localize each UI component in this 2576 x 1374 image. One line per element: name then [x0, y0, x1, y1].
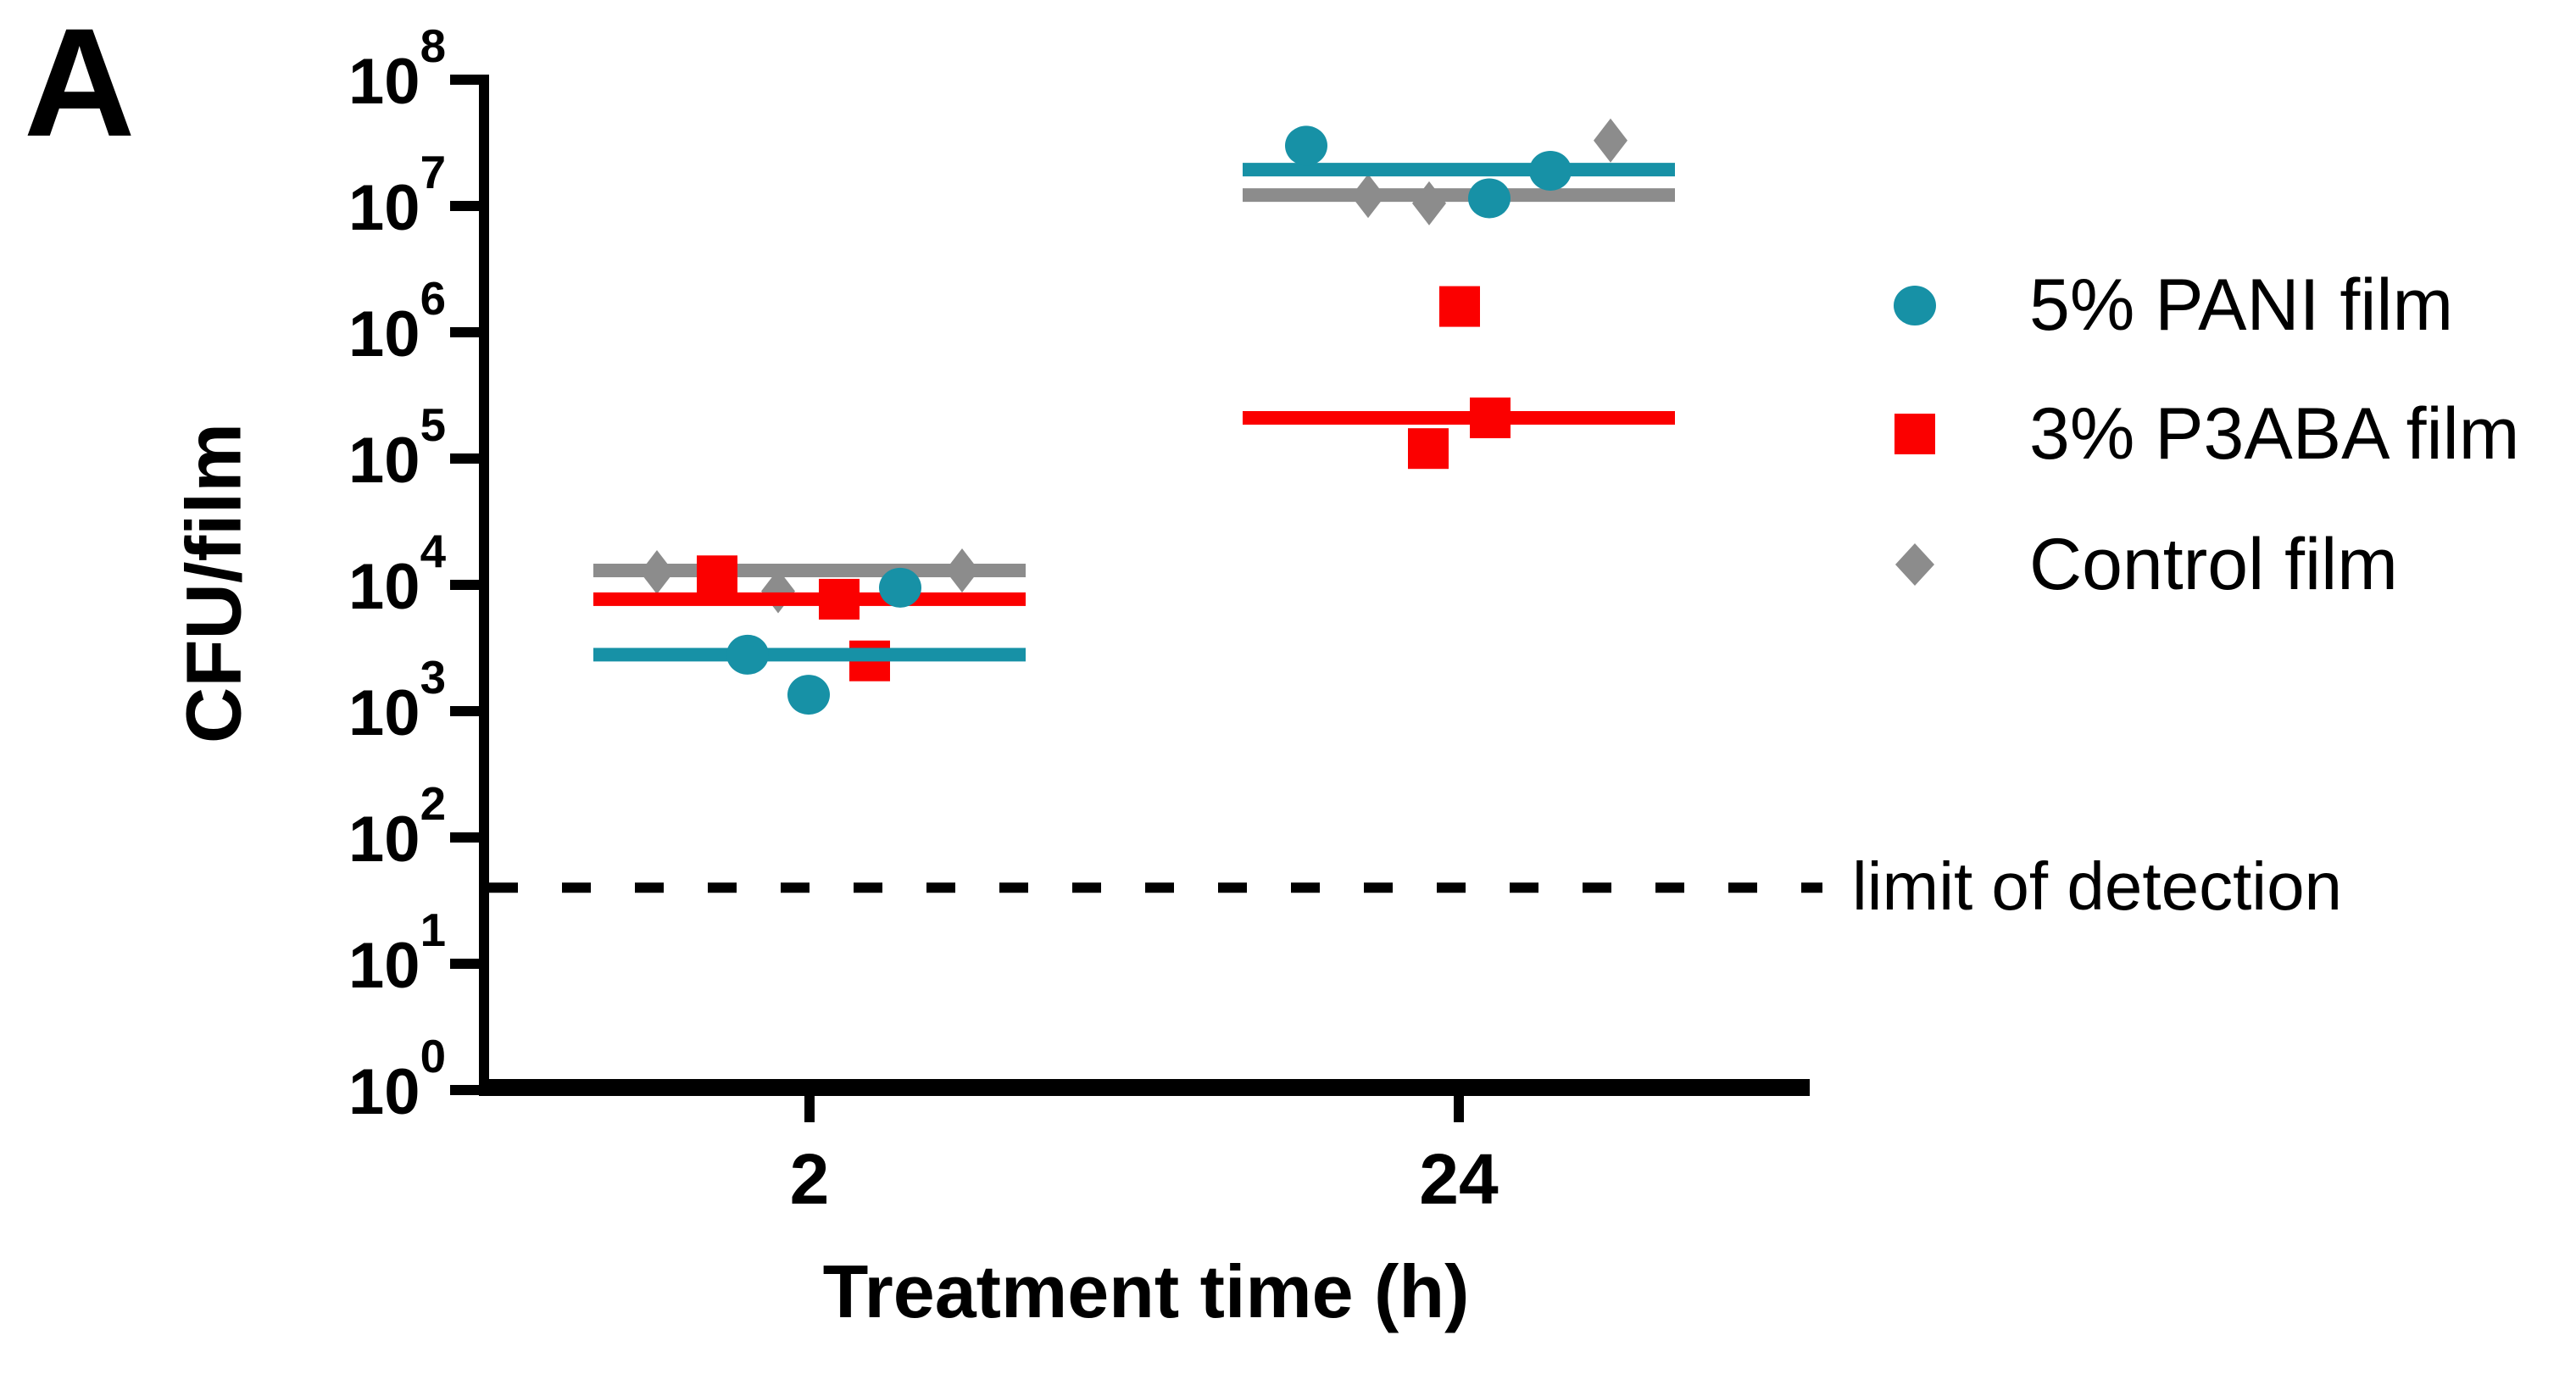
y-tick-label-1e4: 104: [348, 524, 446, 624]
legend-row-control: Control film: [1872, 522, 2398, 607]
data-point-5-pani-film-24h: [1285, 125, 1327, 166]
legend-row-p3aba: 3% P3ABA film: [1872, 392, 2519, 476]
y-tick-label-1e5: 105: [348, 398, 446, 498]
median-line-control-film-24h: [1243, 188, 1675, 203]
y-tick-label-1e3: 103: [348, 650, 446, 750]
data-point-control-film-2h: [945, 548, 979, 593]
data-point-5-pani-film-2h: [787, 675, 830, 715]
data-point-3-p3aba-film-24h: [1470, 397, 1511, 438]
x-axis-title: Treatment time (h): [822, 1249, 1470, 1333]
x-axis-line: [479, 1079, 1810, 1096]
data-point-3-p3aba-film-2h: [697, 555, 737, 597]
y-tick-mark: [450, 1085, 479, 1095]
x-tick-label-2: 2: [789, 1139, 830, 1219]
pani-circle-icon: [1894, 285, 1936, 325]
y-tick-label-1e7: 107: [348, 145, 446, 245]
y-tick-mark: [450, 75, 479, 85]
median-line-3-p3aba-film-2h: [593, 592, 1026, 606]
legend-label-p3aba: 3% P3ABA film: [2029, 392, 2520, 475]
legend-label-control: Control film: [2029, 523, 2398, 605]
data-point-5-pani-film-2h: [879, 567, 921, 608]
control-diamond-icon: [1895, 543, 1934, 586]
y-axis-title: CFU/film: [170, 422, 258, 744]
y-tick-label-1e8: 108: [348, 19, 446, 119]
data-point-control-film-24h: [1594, 118, 1627, 163]
data-point-3-p3aba-film-24h: [1408, 428, 1449, 470]
panel-label: A: [24, 0, 136, 169]
y-tick-label-1e6: 106: [348, 271, 446, 371]
p3aba-square-icon: [1894, 414, 1935, 454]
y-tick-label-1e2: 102: [348, 776, 446, 876]
data-point-control-film-24h: [1412, 181, 1446, 225]
y-tick-mark: [450, 201, 479, 211]
data-point-5-pani-film-24h: [1468, 178, 1511, 219]
data-point-control-film-24h: [1351, 174, 1385, 219]
x-tick-mark: [1454, 1096, 1464, 1122]
legend: 5% PANI film 3% P3ABA film Control film: [1872, 263, 2568, 619]
y-tick-mark: [450, 706, 479, 716]
legend-marker-cell: [1872, 543, 1957, 586]
y-tick-label-1e1: 101: [348, 903, 446, 1003]
y-tick-mark: [450, 327, 479, 337]
legend-marker-cell: [1872, 285, 1957, 325]
median-line-5-pani-film-2h: [593, 648, 1026, 662]
y-tick-mark: [450, 832, 479, 843]
limit-of-detection-label: limit of detection: [1852, 848, 2343, 924]
y-tick-mark: [450, 959, 479, 969]
x-tick-mark: [804, 1096, 815, 1122]
legend-label-pani: 5% PANI film: [2029, 264, 2454, 346]
legend-row-pani: 5% PANI film: [1872, 263, 2453, 348]
data-point-3-p3aba-film-24h: [1439, 286, 1480, 327]
y-tick-mark: [450, 453, 479, 464]
legend-marker-cell: [1872, 414, 1957, 454]
data-point-3-p3aba-film-2h: [819, 578, 860, 620]
data-point-5-pani-film-24h: [1529, 150, 1572, 191]
y-tick-label-1e0: 100: [348, 1029, 446, 1129]
y-axis-line: [479, 75, 489, 1096]
y-tick-mark: [450, 580, 479, 590]
x-tick-label-24: 24: [1419, 1139, 1499, 1219]
data-point-5-pani-film-2h: [726, 634, 769, 675]
data-point-control-film-2h: [640, 550, 674, 595]
median-line-3-p3aba-film-24h: [1243, 410, 1675, 425]
